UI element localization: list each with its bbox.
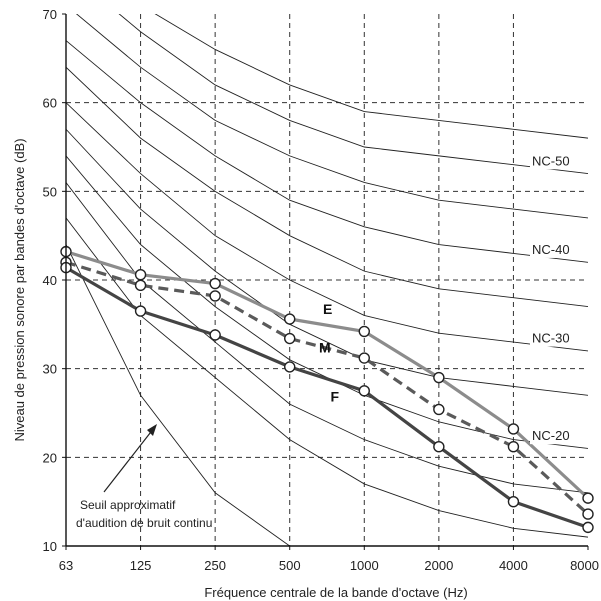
data-point-f [507,495,520,508]
nc-label: NC-20 [532,428,570,443]
data-point-m [433,403,445,416]
data-point-f [209,329,221,341]
nc-curve [66,40,588,263]
nc-label-bg [530,427,582,445]
x-tick-label: 8000 [570,558,599,573]
nc-label: NC-50 [532,153,570,168]
series-label-e: E [323,301,332,317]
x-tick-label: 63 [59,558,73,573]
data-point-m [358,352,370,364]
y-tick-label: 30 [43,362,57,377]
threshold-line [66,244,290,546]
x-tick-label: 125 [130,558,152,573]
nc-label-bg [530,152,582,170]
x-tick-label: 250 [204,558,226,573]
data-point-f [433,440,445,453]
data-point-m [284,332,296,345]
y-tick-label: 60 [43,96,57,111]
nc-label-bg [530,329,582,347]
data-point-f [358,385,370,397]
x-tick-label: 500 [279,558,301,573]
y-axis-label: Niveau de pression sonore par bandes d'o… [12,138,27,441]
nc-curve [66,182,588,494]
data-point-e [507,423,520,435]
data-point-m [582,508,594,520]
data-point-e [358,325,370,338]
data-point-e [284,313,296,325]
data-point-f [134,305,147,317]
series-label-f: F [330,388,339,404]
data-point-e [582,492,594,504]
data-point-e [134,268,147,281]
data-point-f [284,361,296,373]
labels: NC-20 NC-30 NC-40 NC-50 E M F [319,152,582,445]
series-line-e [65,250,590,500]
y-tick-label: 40 [43,273,57,288]
data-point-f [582,521,594,534]
nc-label: NC-40 [532,242,570,257]
series-line-m [65,260,590,516]
x-tick-label: 4000 [499,558,528,573]
nc-curve [66,66,588,308]
data-point-m [134,279,147,292]
x-tick-label: 1000 [350,558,379,573]
nc-curve [118,14,588,175]
data-point-m [507,440,520,453]
annotation-line-1: Seuil approximatif [80,498,176,512]
nc-curve [66,217,588,538]
y-tick-label: 50 [43,184,57,199]
nc-curve [66,102,588,352]
y-tick-label: 10 [43,539,57,554]
data-point-e [209,277,221,290]
series-line-f [65,266,589,529]
y-tick-label: 70 [43,7,57,22]
threshold-curve [66,244,290,546]
y-tick-label: 20 [43,450,57,465]
x-axis-label: Fréquence centrale de la bande d'octave … [204,585,467,600]
x-tick-label: 2000 [424,558,453,573]
series-label-m: M [319,339,331,355]
nc-curve [75,14,588,219]
annotation-line-2: d'audition de bruit continu [76,516,212,530]
nc-label: NC-30 [532,331,570,346]
annotation-arrow [103,427,155,493]
axes: 10 20 30 40 50 60 70 63 125 250 500 1000 2000 4000 800… [43,7,599,573]
nc-label-bg [530,240,582,258]
nc-curve [66,128,588,396]
nc-curve [154,14,588,139]
annotation-arrowhead [147,424,157,436]
data-point-m [209,290,221,302]
data-point-e [433,371,445,384]
series-group [60,245,594,534]
